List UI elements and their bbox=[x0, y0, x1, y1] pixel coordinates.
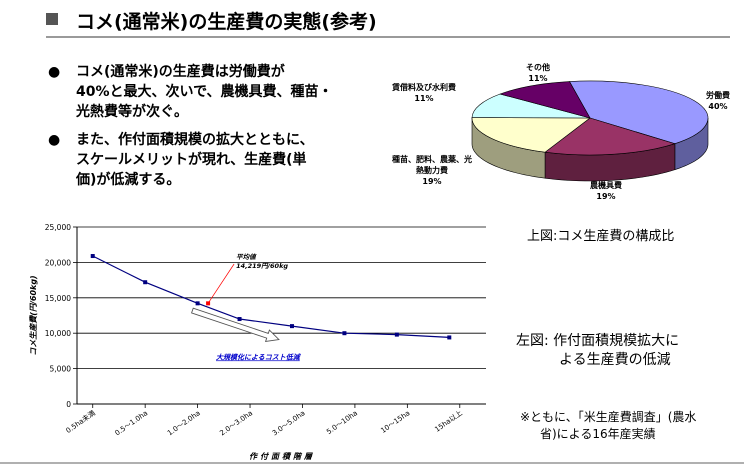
pie-pct-label: 11% bbox=[528, 74, 547, 83]
pie-slice bbox=[569, 80, 709, 145]
pie-pct-label: 11% bbox=[414, 94, 433, 103]
bottom-rule bbox=[0, 462, 744, 464]
line-caption-2: よる生産費の低減 bbox=[559, 352, 671, 368]
average-value-label: 14,219円/60kg bbox=[236, 262, 288, 270]
pie-slice bbox=[499, 81, 591, 119]
y-tick-label: 25,000 bbox=[45, 223, 71, 232]
x-tick-label: 10〜15ha bbox=[379, 409, 411, 435]
pie-slice bbox=[471, 93, 591, 119]
data-point bbox=[195, 301, 200, 306]
x-tick-label: 0.5〜1.0ha bbox=[114, 409, 150, 437]
data-point bbox=[394, 332, 399, 337]
x-tick-label: 5.0〜10ha bbox=[325, 409, 359, 436]
y-tick-label: 0 bbox=[66, 400, 71, 409]
pie-caption: 上図:コメ生産費の構成比 bbox=[527, 229, 675, 244]
bullet-line: 光熱費等が次ぐ。 bbox=[76, 104, 188, 120]
bullet-line: 価)が低減する。 bbox=[76, 172, 181, 188]
data-point bbox=[90, 254, 95, 259]
pie-slice bbox=[471, 117, 591, 153]
bullet-line: 40%と最大、次いで、農機具費、種苗・ bbox=[76, 84, 333, 100]
pie-slice-label: その他 bbox=[526, 62, 550, 72]
pie-pct-label: 19% bbox=[596, 192, 615, 201]
x-tick-label: 15ha以上 bbox=[433, 408, 464, 434]
data-point bbox=[237, 317, 242, 322]
data-point bbox=[289, 324, 294, 329]
data-point bbox=[342, 331, 347, 336]
x-axis-label: 作付面積階層 bbox=[249, 452, 315, 461]
bullet-item: ● また、作付面積規模の拡大とともに、 スケールメリットが現れ、生産費(単 価)… bbox=[46, 130, 376, 190]
pie-slice-label: 種苗、肥料、農薬、光 bbox=[392, 154, 472, 164]
series-line bbox=[92, 255, 450, 338]
y-axis-label: コメ生産費(円/60kg) bbox=[29, 275, 38, 355]
bullet-list: ● コメ(通常米)の生産費は労働費が 40%と最大、次いで、農機具費、種苗・ 光… bbox=[46, 62, 376, 198]
pie-slice-label: 労働費 bbox=[706, 90, 730, 100]
bullet-line: スケールメリットが現れ、生産費(単 bbox=[76, 152, 307, 168]
pie-slice-label: 農機具費 bbox=[590, 180, 622, 190]
x-tick-label: 3.0〜5.0ha bbox=[271, 409, 307, 437]
pie-pct-label: 40% bbox=[708, 102, 727, 111]
trend-label: 大規模化によるコスト低減 bbox=[215, 352, 302, 361]
data-point bbox=[447, 335, 452, 340]
pie-pct-label: 19% bbox=[422, 177, 441, 186]
page-title: コメ(通常米)の生産費の実態(参考) bbox=[76, 11, 377, 33]
y-tick-label: 10,000 bbox=[45, 329, 71, 338]
y-tick-label: 5,000 bbox=[50, 365, 72, 374]
pie-slice-label: 熱動力費 bbox=[416, 165, 448, 175]
line-chart: 0 5,000 10,000 15,000 20,000 25,000 0.5ha未満 0.5… bbox=[29, 223, 486, 461]
bullet-dot-icon: ● bbox=[48, 64, 61, 80]
y-tick-label: 20,000 bbox=[45, 258, 71, 267]
bullet-line: また、作付面積規模の拡大とともに、 bbox=[76, 132, 314, 148]
bullet-item: ● コメ(通常米)の生産費は労働費が 40%と最大、次いで、農機具費、種苗・ 光… bbox=[46, 62, 376, 122]
title-bar: コメ(通常米)の生産費の実態(参考) bbox=[46, 6, 730, 38]
bullet-dot-icon: ● bbox=[48, 132, 61, 148]
line-caption-1: 左図: 作付面積規模拡大に bbox=[516, 333, 680, 349]
source-note-1: ※ともに、「米生産費調査」(農水 bbox=[520, 410, 697, 424]
average-label: 平均値 bbox=[236, 253, 257, 261]
data-point bbox=[143, 280, 148, 285]
pie-slice-label: 賃借料及び水利費 bbox=[391, 82, 456, 92]
x-tick-label: 2.0〜3.0ha bbox=[218, 409, 254, 437]
x-tick-label: 0.5ha未満 bbox=[64, 408, 97, 435]
average-leader-line bbox=[207, 263, 235, 304]
title-square-icon bbox=[46, 13, 58, 25]
trend-arrow bbox=[191, 307, 280, 342]
y-tick-label: 15,000 bbox=[45, 294, 71, 303]
bullet-line: コメ(通常米)の生産費は労働費が bbox=[76, 64, 285, 80]
source-note-2: 省)による16年産実績 bbox=[540, 427, 656, 441]
pie-slice bbox=[544, 117, 676, 156]
x-tick-label: 1.0〜2.0ha bbox=[166, 409, 202, 437]
